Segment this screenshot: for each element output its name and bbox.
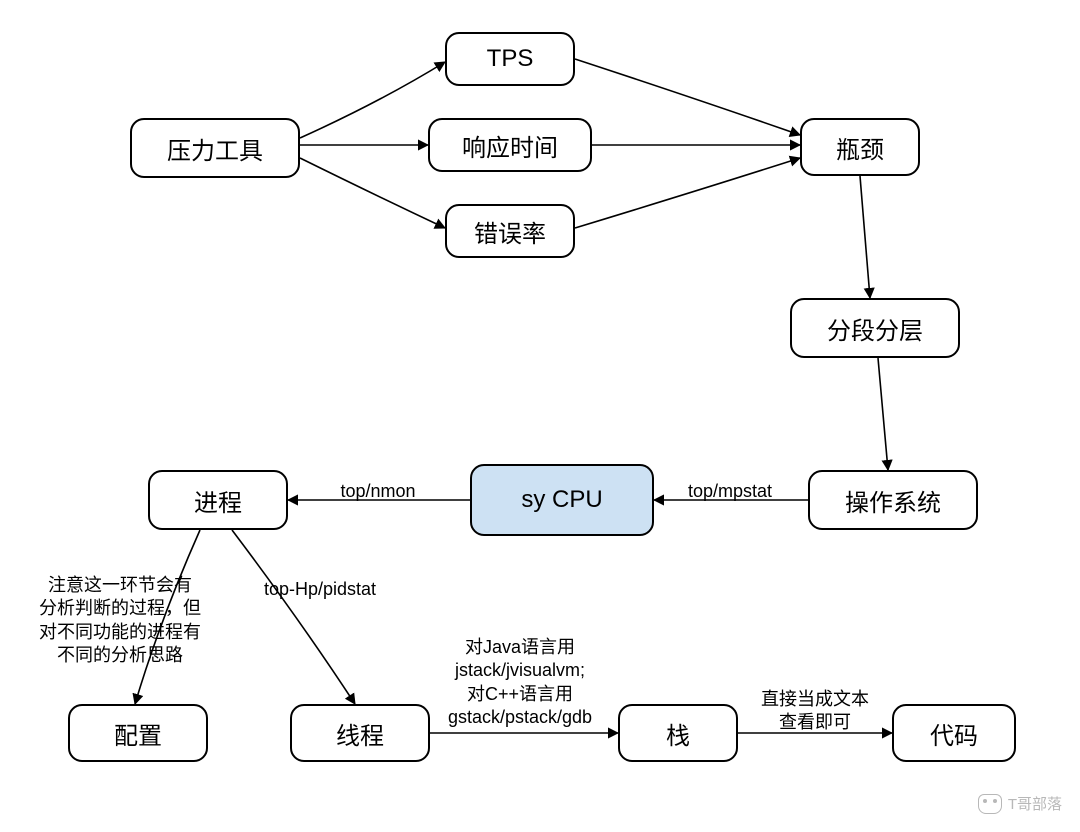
edge-segment-os	[878, 358, 888, 470]
node-config: 配置	[68, 704, 208, 762]
edge-process-thread	[232, 530, 355, 704]
node-code: 代码	[892, 704, 1016, 762]
node-stack: 栈	[618, 704, 738, 762]
node-tps: TPS	[445, 32, 575, 86]
node-os: 操作系统	[808, 470, 978, 530]
edge-err-bottleneck	[575, 158, 800, 228]
node-segment: 分段分层	[790, 298, 960, 358]
edge-label-os-sycpu: top/mpstat	[688, 480, 772, 503]
edge-tps-bottleneck	[575, 59, 800, 135]
watermark-text: T哥部落	[1008, 793, 1062, 814]
node-bottleneck: 瓶颈	[800, 118, 920, 176]
edge-bottleneck-segment	[860, 176, 870, 298]
edge-label-stack-code: 直接当成文本 查看即可	[761, 688, 869, 735]
edge-pressure-tps	[300, 62, 445, 138]
node-err: 错误率	[445, 204, 575, 258]
node-process: 进程	[148, 470, 288, 530]
wechat-icon	[978, 794, 1002, 814]
edge-label-process-config: 注意这一环节会有 分析判断的过程，但 对不同功能的进程有 不同的分析思路	[39, 574, 201, 668]
watermark: T哥部落	[978, 793, 1062, 814]
node-sycpu: sy CPU	[470, 464, 654, 536]
edge-pressure-err	[300, 158, 445, 228]
node-thread: 线程	[290, 704, 430, 762]
edge-label-thread-stack: 对Java语言用 jstack/jvisualvm; 对C++语言用 gstac…	[448, 636, 592, 730]
node-pressure: 压力工具	[130, 118, 300, 178]
edge-label-sycpu-process: top/nmon	[340, 480, 415, 503]
node-resp: 响应时间	[428, 118, 592, 172]
edge-label-process-thread: top-Hp/pidstat	[264, 578, 376, 601]
